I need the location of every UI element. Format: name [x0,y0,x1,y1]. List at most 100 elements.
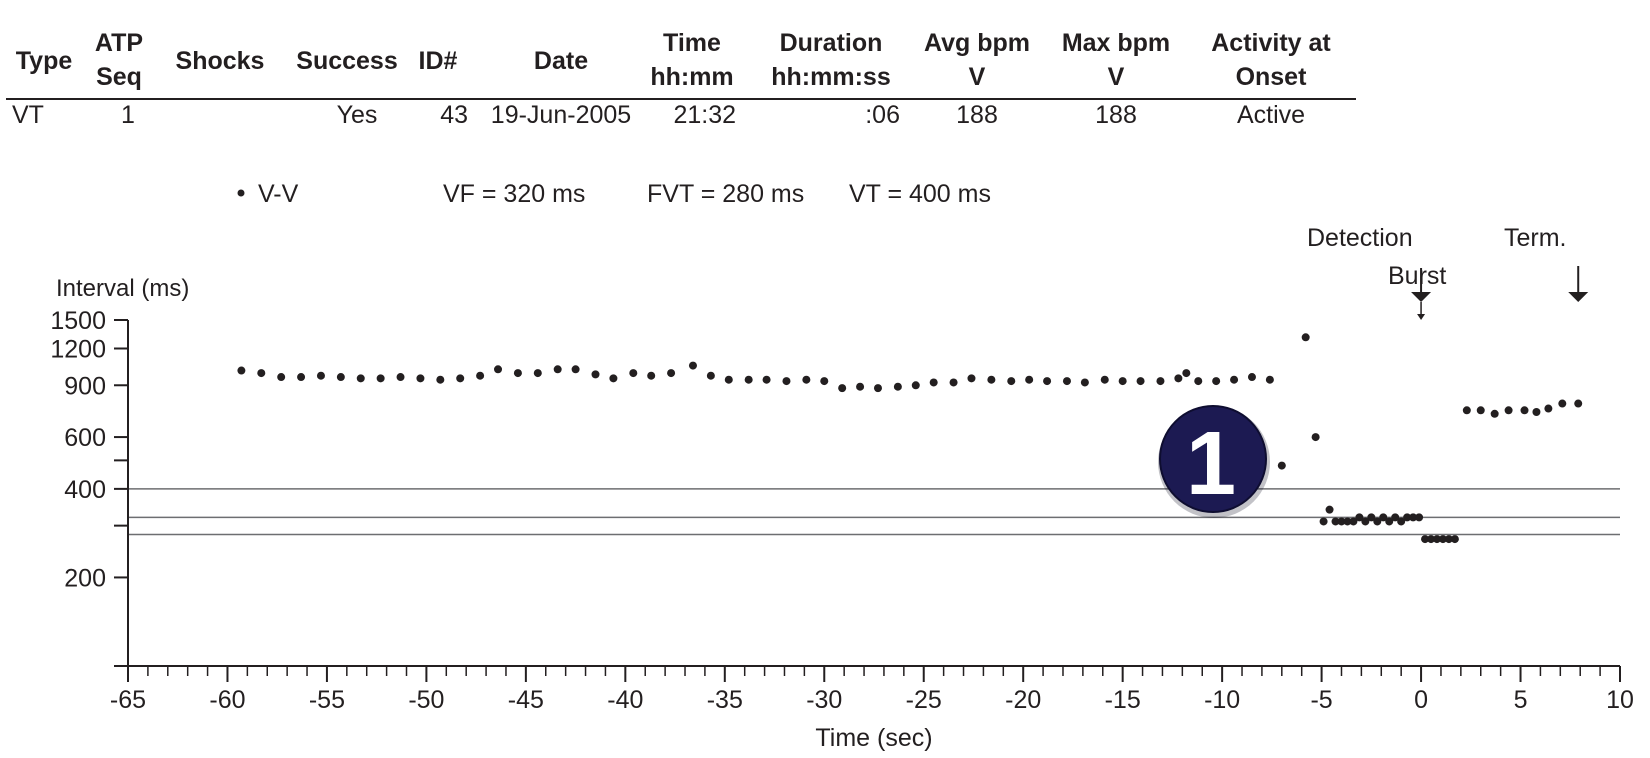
cell-max-bpm: 188 [1095,101,1137,129]
detection-arrow-icon [1411,292,1432,302]
vv-interval-point [911,381,920,390]
vv-interval-point [416,374,425,383]
vv-interval-point [553,365,562,374]
cell-type: VT [12,101,44,129]
y-tick-label: 600 [64,424,106,452]
cell-duration: :06 [865,101,900,129]
vv-interval-point [1156,377,1165,386]
legend-fvt-threshold: FVT = 280 ms [647,180,804,208]
vv-interval-point [1355,513,1364,522]
vv-interval-point [873,384,882,393]
vv-interval-point [591,370,600,379]
vv-interval-point [1325,505,1334,514]
vv-interval-point [571,365,580,374]
burst-label: Burst [1388,262,1446,290]
col-header-type: Type [15,47,73,75]
vv-interval-point [1319,517,1328,526]
y-axis-label: Interval (ms) [56,275,189,302]
vv-interval-point [706,371,715,380]
vv-interval-point [1337,517,1346,526]
y-tick-label: 400 [64,476,106,504]
col-header-duration: Duration hh:mm:ss [771,29,891,91]
vv-interval-point [1397,517,1406,526]
vv-interval-point [744,375,753,384]
vv-interval-point [1265,375,1274,384]
vv-interval-point [1415,513,1424,522]
vv-interval-point [456,374,465,383]
vv-interval-point [1558,399,1567,408]
vv-interval-point [1476,406,1485,415]
vv-interval-point [533,369,542,378]
vv-interval-point [1391,513,1400,522]
x-tick-label: -15 [1105,686,1141,714]
vv-interval-point [1462,406,1471,415]
vv-interval-point [667,369,676,378]
cell-time: 21:32 [673,101,736,129]
vv-interval-point [436,375,445,384]
vv-interval-point [1230,375,1239,384]
vv-interval-point [967,374,976,383]
x-tick-label: 10 [1606,686,1634,714]
vv-interval-point [1349,517,1358,526]
col-header-avg-bpm: Avg bpm V [923,29,1031,91]
cell-avg-bpm: 188 [956,101,998,129]
badge-number: 1 [1186,414,1236,514]
vv-interval-point [987,375,996,384]
vv-interval-point [1379,513,1388,522]
vv-interval-point [629,369,638,378]
vv-interval-point [1385,517,1394,526]
vv-interval-point [1174,374,1183,383]
col-header-time: Time hh:mm [650,29,734,91]
vv-interval-point [1247,373,1256,382]
y-tick-label: 1200 [50,336,106,364]
vv-interval-point [1544,404,1553,413]
vv-interval-point [1574,399,1583,408]
vv-interval-point [1438,535,1447,544]
vv-interval-point [820,377,829,386]
vv-interval-point [762,375,771,384]
vv-interval-point [1409,513,1418,522]
col-header-shocks: Shocks [175,47,265,75]
vv-interval-point [1301,333,1310,342]
burst-arrow-icon [1417,314,1426,320]
vv-interval-point [1080,378,1089,387]
vv-interval-point [856,382,865,391]
vv-interval-point [356,374,365,383]
vv-interval-point [1007,377,1016,386]
vv-interval-point [1212,377,1221,386]
callout-badge: 1 [1158,405,1270,518]
col-header-id: ID# [418,47,458,75]
vv-interval-point [949,378,958,387]
col-header-max-bpm: Max bpm V [1061,29,1171,91]
vv-interval-point [1450,535,1459,544]
vv-interval-point [1311,433,1320,442]
vv-interval-point [1444,535,1453,544]
x-tick-label: -35 [707,686,743,714]
vv-interval-point [1373,517,1382,526]
x-tick-label: -65 [110,686,146,714]
x-tick-label: 0 [1414,686,1428,714]
x-tick-label: -10 [1204,686,1240,714]
vv-interval-point [1331,517,1340,526]
cell-success: Yes [336,101,378,129]
vv-interval-point [1421,535,1430,544]
vv-interval-point [1100,375,1109,384]
y-tick-label: 900 [64,372,106,400]
cell-atp-seq: 1 [121,101,135,129]
vv-interval-point [1403,513,1412,522]
vv-interval-point [396,373,405,382]
vv-interval-point [257,369,266,378]
x-tick-label: 5 [1514,686,1528,714]
vv-interval-point [688,361,697,370]
col-header-date: Date [533,47,589,75]
legend-series-label: V-V [258,180,299,208]
vv-interval-point [494,365,503,374]
term-label: Term. [1504,224,1567,252]
vv-interval-point [297,373,306,382]
vv-interval-point [893,382,902,391]
vv-interval-point [1504,406,1513,415]
col-header-activity: Activity at Onset [1211,29,1331,91]
cell-date: 19-Jun-2005 [490,101,632,129]
vv-interval-point [1343,517,1352,526]
badge-circle [1159,405,1267,513]
